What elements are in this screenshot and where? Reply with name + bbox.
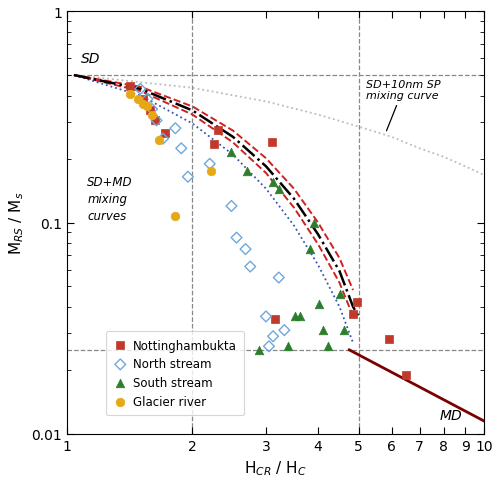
Glacier river: [144, 104, 152, 111]
South stream: [228, 149, 235, 157]
Text: MD: MD: [439, 408, 462, 422]
Nottinghambukta: [210, 141, 218, 149]
South stream: [336, 290, 344, 298]
North stream: [144, 96, 152, 104]
South stream: [340, 327, 348, 334]
North stream: [172, 125, 179, 133]
North stream: [148, 106, 156, 114]
Legend: Nottinghambukta, North stream, South stream, Glacier river: Nottinghambukta, North stream, South str…: [106, 332, 244, 415]
Nottinghambukta: [138, 96, 146, 104]
South stream: [291, 313, 299, 320]
North stream: [232, 234, 240, 242]
Nottinghambukta: [384, 336, 392, 344]
North stream: [275, 274, 283, 282]
North stream: [262, 313, 270, 320]
Nottinghambukta: [214, 127, 222, 135]
Nottinghambukta: [152, 117, 160, 125]
North stream: [152, 117, 160, 125]
Glacier river: [134, 96, 142, 104]
South stream: [269, 179, 277, 187]
Text: SD: SD: [81, 51, 100, 65]
South stream: [275, 185, 283, 193]
Nottinghambukta: [353, 299, 361, 306]
Glacier river: [148, 111, 156, 119]
South stream: [324, 343, 332, 350]
South stream: [243, 168, 251, 176]
Nottinghambukta: [349, 310, 357, 318]
North stream: [184, 173, 192, 181]
Glacier river: [208, 168, 216, 176]
Glacier river: [172, 212, 179, 220]
North stream: [280, 327, 288, 334]
North stream: [265, 343, 273, 350]
Nottinghambukta: [402, 371, 410, 379]
North stream: [178, 145, 186, 153]
North stream: [242, 246, 250, 254]
South stream: [254, 346, 262, 354]
Nottinghambukta: [161, 130, 169, 138]
Glacier river: [126, 91, 134, 99]
North stream: [246, 263, 254, 271]
North stream: [269, 333, 277, 340]
North stream: [136, 86, 144, 93]
South stream: [306, 246, 314, 254]
Text: SD+10nm SP
mixing curve: SD+10nm SP mixing curve: [366, 79, 440, 132]
Nottinghambukta: [268, 139, 276, 147]
North stream: [228, 203, 235, 211]
Glacier river: [138, 101, 146, 108]
North stream: [159, 136, 167, 143]
Y-axis label: M$_{RS}$ / M$_s$: M$_{RS}$ / M$_s$: [7, 192, 26, 255]
South stream: [310, 219, 318, 227]
South stream: [315, 301, 323, 309]
Glacier river: [154, 137, 162, 145]
Nottinghambukta: [126, 83, 134, 91]
South stream: [284, 343, 292, 350]
Nottinghambukta: [271, 316, 279, 323]
X-axis label: H$_{CR}$ / H$_C$: H$_{CR}$ / H$_C$: [244, 458, 307, 477]
South stream: [296, 313, 304, 320]
Nottinghambukta: [146, 107, 154, 115]
Text: SD+MD
mixing
curves: SD+MD mixing curves: [88, 176, 133, 223]
South stream: [320, 327, 328, 334]
North stream: [206, 161, 214, 168]
